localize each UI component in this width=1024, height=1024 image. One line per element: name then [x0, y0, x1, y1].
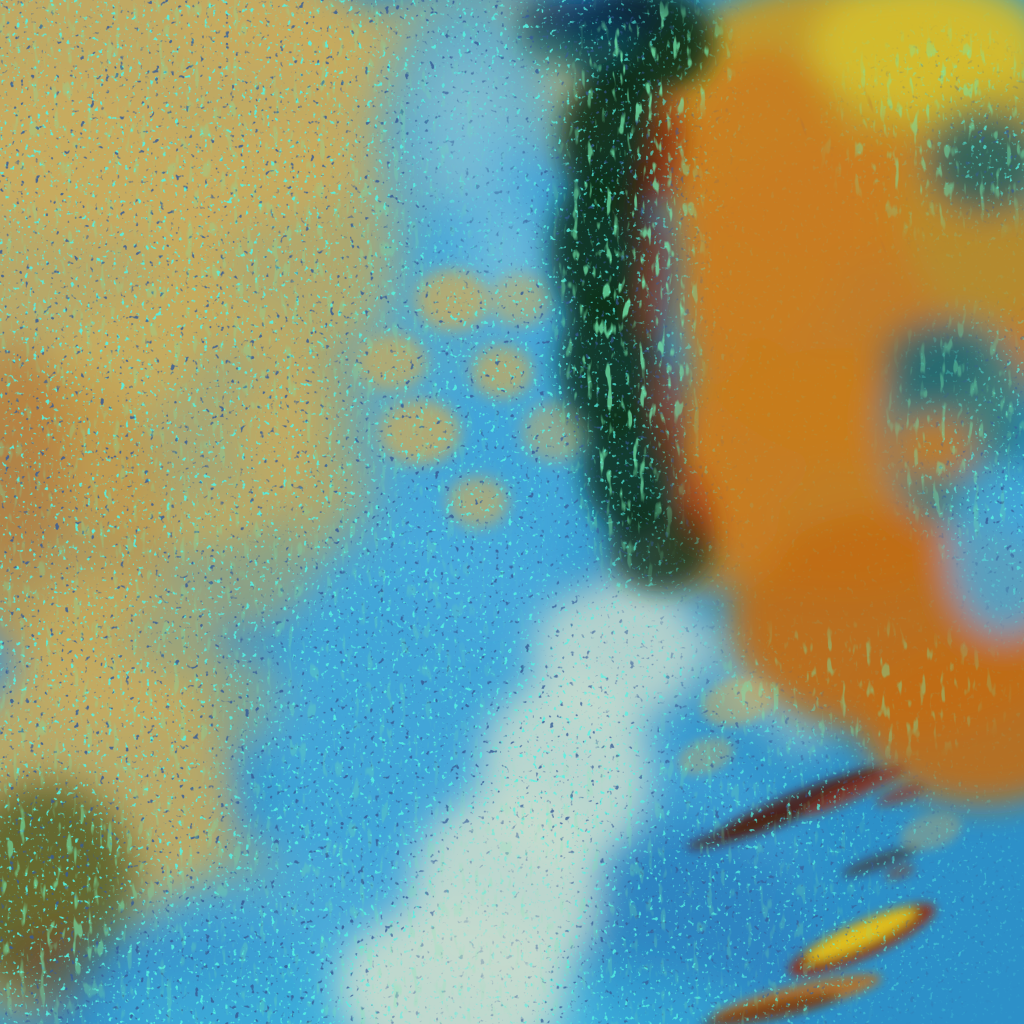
false-color-satellite-image: False-color satellite imagery: mottled t… [0, 0, 1024, 1024]
satellite-image-viewport: False-color satellite imagery: mottled t… [0, 0, 1024, 1024]
global-grain-noise [0, 0, 1024, 1024]
